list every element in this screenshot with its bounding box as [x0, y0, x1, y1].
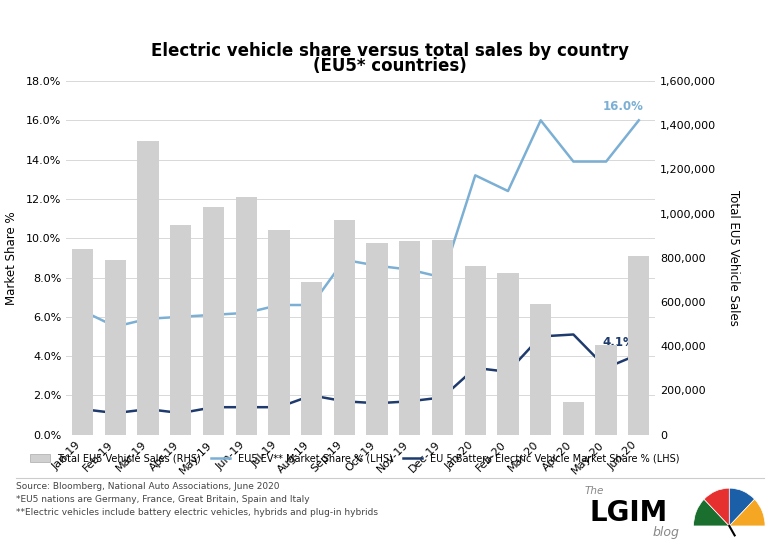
EU5 EV** Market Share % (LHS) [78, 308, 87, 314]
Text: Electric vehicle share versus total sales by country: Electric vehicle share versus total sale… [151, 42, 629, 60]
Bar [72, 249, 94, 435]
Y-axis label: Total EU5 Vehicle Sales: Total EU5 Vehicle Sales [727, 190, 740, 326]
EU 5 Battery Electric Vehicle Market Share % (LHS) [405, 398, 414, 404]
EU5 EV** Market Share % (LHS) [340, 256, 349, 263]
EU 5 Battery Electric Vehicle Market Share % (LHS) [78, 406, 87, 413]
EU5 EV** Market Share % (LHS) [569, 158, 578, 165]
Bar [105, 260, 126, 435]
Bar [563, 402, 584, 435]
EU5 EV** Market Share % (LHS) [111, 323, 120, 330]
Text: blog: blog [653, 526, 679, 539]
Legend: Total EU5 Vehicle Sales (RHS), EU5 EV** Market Share % (LHS), EU 5 Battery Elect: Total EU5 Vehicle Sales (RHS), EU5 EV** … [27, 450, 683, 468]
Line: EU 5 Battery Electric Vehicle Market Share % (LHS): EU 5 Battery Electric Vehicle Market Sha… [83, 334, 639, 413]
Wedge shape [704, 488, 729, 526]
EU 5 Battery Electric Vehicle Market Share % (LHS) [470, 364, 480, 371]
Bar [268, 230, 289, 435]
EU5 EV** Market Share % (LHS) [242, 309, 251, 316]
EU5 EV** Market Share % (LHS) [275, 302, 284, 308]
Bar [530, 304, 551, 435]
Text: Source: Bloomberg, National Auto Associations, June 2020
*EU5 nations are German: Source: Bloomberg, National Auto Associa… [16, 482, 378, 517]
EU 5 Battery Electric Vehicle Market Share % (LHS) [372, 400, 381, 407]
EU5 EV** Market Share % (LHS) [634, 117, 644, 124]
Text: 16.0%: 16.0% [603, 100, 644, 113]
EU5 EV** Market Share % (LHS) [209, 312, 218, 318]
Bar [595, 345, 617, 435]
Bar [236, 197, 257, 435]
Text: (EU5* countries): (EU5* countries) [313, 57, 467, 75]
Text: July 2020   |   Markets and economics: July 2020 | Markets and economics [14, 12, 222, 23]
EU5 EV** Market Share % (LHS) [372, 262, 381, 269]
EU5 EV** Market Share % (LHS) [438, 274, 447, 281]
Text: 🐦  @LGIM: 🐦 @LGIM [632, 12, 684, 23]
EU 5 Battery Electric Vehicle Market Share % (LHS) [176, 410, 186, 416]
Y-axis label: Market Share %: Market Share % [5, 211, 18, 305]
Text: ●  lgimblog.com: ● lgimblog.com [472, 12, 564, 23]
EU5 EV** Market Share % (LHS) [536, 117, 545, 124]
Line: EU5 EV** Market Share % (LHS): EU5 EV** Market Share % (LHS) [83, 120, 639, 327]
EU 5 Battery Electric Vehicle Market Share % (LHS) [307, 392, 317, 399]
EU 5 Battery Electric Vehicle Market Share % (LHS) [536, 333, 545, 340]
Text: 4.1%: 4.1% [603, 336, 636, 349]
Bar [465, 266, 486, 435]
EU 5 Battery Electric Vehicle Market Share % (LHS) [275, 404, 284, 410]
EU 5 Battery Electric Vehicle Market Share % (LHS) [209, 404, 218, 410]
EU5 EV** Market Share % (LHS) [307, 302, 317, 308]
Bar [137, 141, 158, 435]
Bar [367, 244, 388, 435]
Bar [628, 255, 650, 435]
Bar [301, 282, 322, 435]
Wedge shape [729, 500, 765, 526]
Wedge shape [693, 500, 729, 526]
Text: The: The [584, 486, 604, 496]
Bar [334, 220, 355, 435]
Bar [170, 225, 191, 435]
EU 5 Battery Electric Vehicle Market Share % (LHS) [438, 394, 447, 401]
EU 5 Battery Electric Vehicle Market Share % (LHS) [144, 406, 153, 413]
EU 5 Battery Electric Vehicle Market Share % (LHS) [503, 369, 512, 375]
EU 5 Battery Electric Vehicle Market Share % (LHS) [242, 404, 251, 410]
EU5 EV** Market Share % (LHS) [470, 172, 480, 179]
Bar [203, 207, 224, 435]
EU5 EV** Market Share % (LHS) [503, 188, 512, 194]
EU5 EV** Market Share % (LHS) [176, 314, 186, 320]
EU5 EV** Market Share % (LHS) [144, 315, 153, 322]
Wedge shape [729, 488, 754, 526]
EU 5 Battery Electric Vehicle Market Share % (LHS) [601, 364, 611, 371]
Bar [498, 273, 519, 435]
EU 5 Battery Electric Vehicle Market Share % (LHS) [569, 331, 578, 338]
EU 5 Battery Electric Vehicle Market Share % (LHS) [340, 398, 349, 404]
EU5 EV** Market Share % (LHS) [601, 158, 611, 165]
Text: LGIM: LGIM [590, 500, 668, 528]
Bar [432, 240, 453, 435]
EU 5 Battery Electric Vehicle Market Share % (LHS) [111, 410, 120, 416]
Bar [399, 241, 420, 435]
EU 5 Battery Electric Vehicle Market Share % (LHS) [634, 351, 644, 357]
EU5 EV** Market Share % (LHS) [405, 266, 414, 273]
